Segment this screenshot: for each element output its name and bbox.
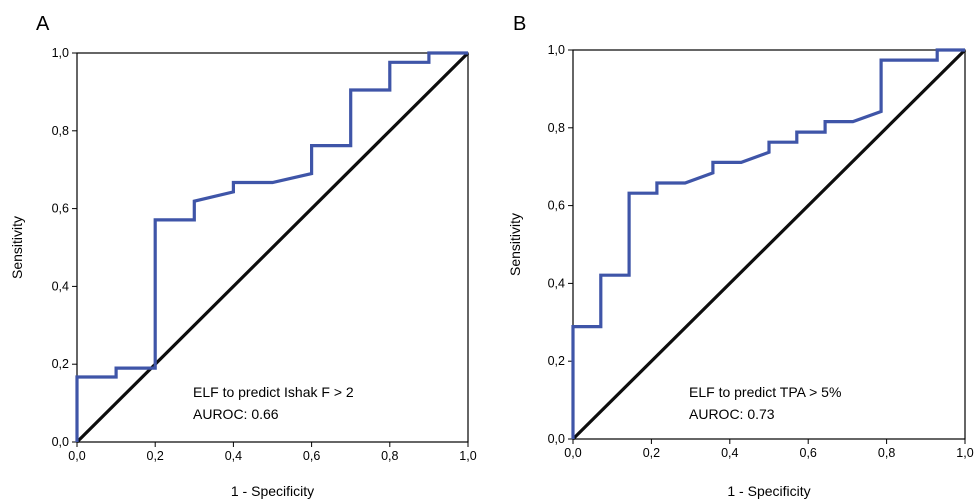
roc-curve-line: [75, 51, 468, 442]
x-axis-label: 1 - Specificity: [231, 483, 314, 499]
y-tick-label: 0,8: [52, 124, 69, 138]
y-axis-label: Sensitivity: [9, 216, 25, 279]
plot-frame: [76, 52, 469, 443]
x-tick-label: 0,4: [721, 446, 738, 460]
x-tick-label: 0,2: [643, 446, 660, 460]
y-tick-label: 0,8: [548, 121, 565, 135]
y-axis-label: Sensitivity: [507, 213, 523, 276]
x-tick-label: 0,0: [564, 446, 581, 460]
roc-curve-line: [571, 48, 965, 439]
y-tick-label: 0,6: [548, 199, 565, 213]
annotation-title: ELF to predict Ishak F > 2: [193, 384, 354, 400]
y-tick-label: 0,0: [548, 432, 565, 446]
x-tick-label: 1,0: [459, 449, 476, 463]
y-tick-label: 0,2: [548, 354, 565, 368]
reference-diagonal-line: [571, 48, 967, 441]
x-axis-label: 1 - Specificity: [727, 483, 810, 499]
y-tick-label: 1,0: [548, 43, 565, 57]
x-tick-label: 0,8: [878, 446, 895, 460]
annotation-title: ELF to predict TPA > 5%: [689, 384, 841, 400]
reference-diagonal-line: [75, 51, 470, 444]
x-tick-label: 1,0: [956, 446, 973, 460]
annotation-auroc: AUROC: 0.66: [193, 406, 279, 422]
y-tick-label: 0,4: [548, 276, 565, 290]
x-tick-label: 0,6: [303, 449, 320, 463]
x-tick-label: 0,8: [381, 449, 398, 463]
annotation-auroc: AUROC: 0.73: [689, 406, 775, 422]
y-tick-label: 1,0: [52, 46, 69, 60]
plot-frame: [572, 49, 966, 440]
x-tick-label: 0,4: [225, 449, 242, 463]
chart-panel-a: A 0,0 0,2 0,4 0,6 0,8 1,0 0,0 0,2 0,4 0,6 0,8 1,0 1 -…: [9, 13, 477, 499]
chart-panel-b: B 0,0 0,2 0,4 0,6 0,8 1,0 0,0 0,2 0,4 0,6 0,8 1,0 1 -…: [507, 13, 974, 499]
y-tick-label: 0,0: [52, 435, 69, 449]
panel-label: B: [513, 13, 526, 35]
y-tick-label: 0,6: [52, 202, 69, 216]
y-tick-label: 0,4: [52, 279, 69, 293]
x-tick-label: 0,2: [147, 449, 164, 463]
x-tick-label: 0,6: [800, 446, 817, 460]
y-tick-label: 0,2: [52, 357, 69, 371]
x-tick-label: 0,0: [68, 449, 85, 463]
panel-label: A: [36, 13, 50, 35]
